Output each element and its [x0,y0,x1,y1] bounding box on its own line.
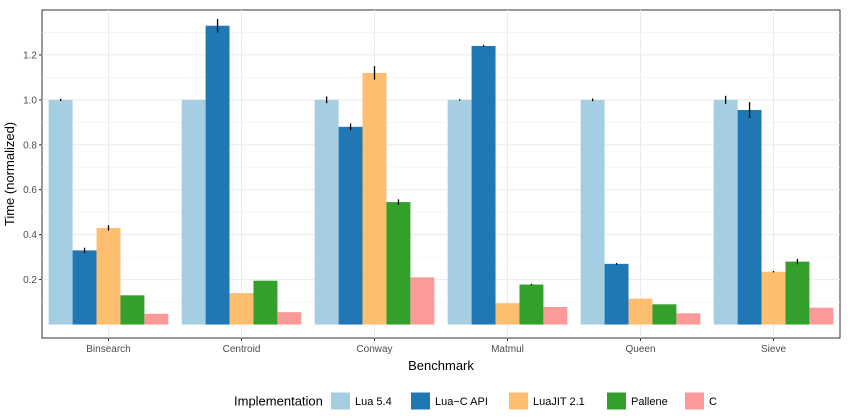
legend-swatch [607,392,626,410]
bar [314,99,339,325]
bar [628,298,653,325]
bar [229,293,254,325]
bar [785,261,810,325]
y-tick-label: 0.2 [23,275,37,286]
legend: Implementation Lua 5.4 Lua−C API LuaJIT 2.… [234,392,717,410]
legend-swatch [509,392,528,410]
grid [42,10,840,338]
bar [543,306,568,325]
y-tick-label: 0.4 [23,230,37,241]
x-tick-label: Conway [356,344,392,355]
legend-label: Lua−C API [435,396,488,408]
error-bars [59,18,799,286]
bar [120,295,145,325]
plot-panel [41,9,841,339]
bar [386,202,411,325]
bar [761,271,786,325]
bar [338,126,363,325]
y-tick-label: 0.8 [23,140,37,151]
x-axis: Binsearch Centroid Conway Matmul Queen Sieve [86,338,786,355]
bar [447,99,472,325]
bar [181,99,206,325]
bar [72,250,97,325]
x-tick-label: Sieve [761,344,786,355]
legend-label: LuaJIT 2.1 [533,396,585,408]
legend-label: C [709,396,717,408]
bar [604,263,629,325]
bar [410,277,435,325]
bar [253,280,278,325]
bar [713,99,738,325]
x-tick-label: Queen [625,344,655,355]
bar [96,227,121,325]
bar [652,304,677,325]
legend-swatch [685,392,704,410]
x-axis-title: Benchmark [408,358,474,373]
bar [519,284,544,325]
x-tick-label: Matmul [491,344,524,355]
legend-swatch [411,392,430,410]
bar [144,313,169,325]
bar [205,25,230,325]
y-axis: 0.2 0.4 0.6 0.8 1.0 1.2 [23,50,42,286]
bar [471,45,496,325]
legend-label: Pallene [631,396,668,408]
bar [277,312,302,325]
bar [676,313,701,325]
legend-swatch [331,392,350,410]
bar [737,109,762,325]
y-axis-title: Time (normalized) [2,122,17,226]
x-tick-label: Binsearch [86,344,130,355]
legend-label: Lua 5.4 [355,396,392,408]
bar [580,99,605,325]
bar [495,303,520,325]
y-tick-label: 1.2 [23,50,37,61]
y-tick-label: 1.0 [23,95,37,106]
legend-title: Implementation [234,394,323,409]
y-tick-label: 0.6 [23,185,37,196]
bar [809,307,834,325]
bars [48,25,834,325]
x-tick-label: Centroid [223,344,261,355]
bar [362,72,387,325]
bar [48,99,73,325]
